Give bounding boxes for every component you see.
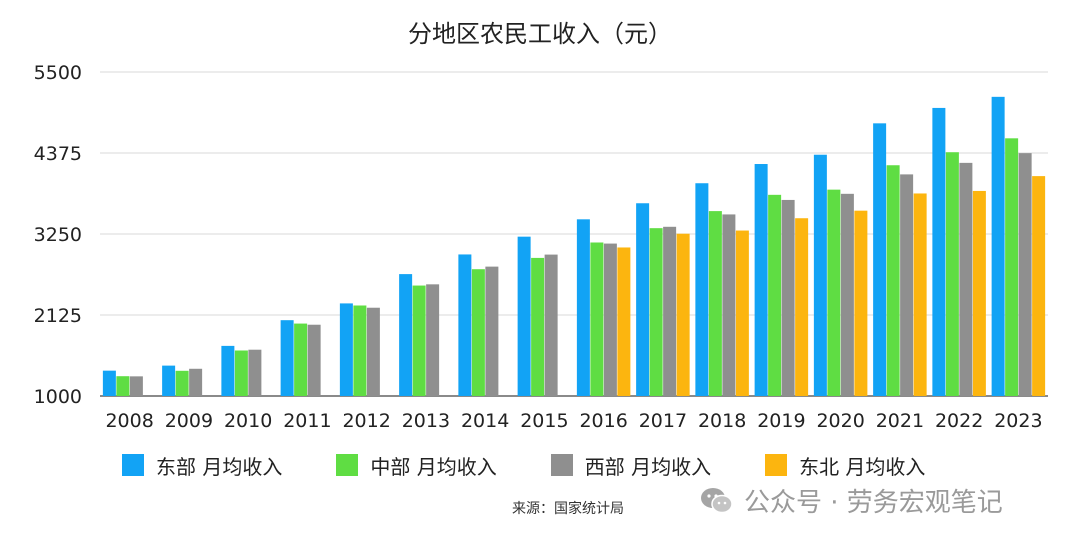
bar <box>412 285 426 396</box>
legend-swatch-west <box>550 454 573 476</box>
y-tick-label: 4375 <box>34 143 82 165</box>
bars <box>102 96 1046 396</box>
bar <box>280 320 294 396</box>
bar <box>886 165 900 396</box>
legend-swatch-east <box>122 454 144 476</box>
bar <box>617 247 631 396</box>
bar <box>913 193 927 396</box>
y-axis-ticks: 1000 2125 3250 4375 5500 <box>34 62 82 408</box>
bar <box>339 303 353 396</box>
bar <box>840 193 854 396</box>
bar <box>636 203 650 396</box>
y-tick-label: 2125 <box>34 305 82 327</box>
bar <box>116 376 130 396</box>
chart-title: 分地区农民工收入（元） <box>408 20 672 48</box>
bar <box>795 218 809 396</box>
bar <box>959 162 973 396</box>
x-tick-label: 2011 <box>283 410 331 432</box>
legend-label-northeast: 东北 月均收入 <box>799 454 926 479</box>
bar <box>945 152 959 396</box>
bar <box>531 257 545 396</box>
bar <box>221 345 235 396</box>
bar <box>754 164 768 396</box>
bar <box>781 199 795 396</box>
y-tick-label: 3250 <box>34 224 82 246</box>
x-tick-label: 2009 <box>165 410 213 432</box>
bar <box>175 370 189 396</box>
legend-item-northeast: 东北 月均收入 <box>765 451 925 480</box>
legend-swatch-northeast <box>765 454 788 476</box>
bar <box>162 365 176 396</box>
legend-label-central: 中部 月均收入 <box>370 454 497 479</box>
bar <box>695 183 709 396</box>
wechat-icon <box>701 487 733 513</box>
legend-label-east: 东部 月均收入 <box>156 454 283 479</box>
y-tick-label: 5500 <box>34 62 82 84</box>
watermark-text: 公众号 · 劳务宏观笔记 <box>744 488 1003 518</box>
bar <box>813 154 827 396</box>
bar <box>708 211 722 396</box>
bar <box>485 266 499 396</box>
bar <box>649 228 663 396</box>
bar <box>129 376 143 396</box>
x-tick-label: 2020 <box>816 410 864 432</box>
legend-swatch-central <box>336 454 359 476</box>
bar <box>972 190 986 396</box>
x-tick-label: 2013 <box>402 410 450 432</box>
x-tick-label: 2022 <box>935 410 983 432</box>
bar <box>1005 138 1019 396</box>
bar <box>366 307 380 396</box>
bar <box>426 284 440 396</box>
bar <box>676 233 690 396</box>
bar <box>576 219 590 396</box>
bar <box>854 210 868 396</box>
bar <box>353 305 367 396</box>
bar <box>827 189 841 396</box>
legend: 东部 月均收入 中部 月均收入 西部 月均收入 东北 月均收入 <box>122 450 979 480</box>
bar <box>399 274 413 396</box>
watermark: 公众号 · 劳务宏观笔记 <box>700 482 1003 519</box>
x-tick-label: 2019 <box>757 410 805 432</box>
bar <box>294 323 308 396</box>
x-tick-label: 2018 <box>698 410 746 432</box>
bar <box>603 243 617 396</box>
x-tick-label: 2016 <box>579 410 627 432</box>
bar <box>873 123 887 396</box>
legend-label-west: 西部 月均收入 <box>584 454 712 479</box>
x-tick-label: 2008 <box>105 410 153 432</box>
bar <box>458 254 472 396</box>
bar <box>735 230 749 396</box>
x-tick-label: 2021 <box>876 410 924 432</box>
bar <box>590 242 604 396</box>
bar <box>1032 176 1046 396</box>
bar <box>663 226 677 396</box>
legend-item-east: 东部 月均收入 <box>122 451 282 480</box>
bar <box>722 214 736 396</box>
bar <box>189 368 203 396</box>
x-tick-label: 2015 <box>520 410 568 432</box>
x-tick-label: 2023 <box>994 410 1042 432</box>
x-tick-label: 2014 <box>461 410 509 432</box>
legend-item-west: 西部 月均收入 <box>550 451 712 480</box>
bar <box>102 370 116 396</box>
legend-item-central: 中部 月均收入 <box>336 451 497 480</box>
bar <box>932 107 946 396</box>
bar <box>768 194 782 396</box>
source-note: 来源：国家统计局 <box>512 501 624 517</box>
bar <box>1018 153 1032 396</box>
bar <box>900 174 914 396</box>
x-tick-label: 2010 <box>224 410 272 432</box>
bar <box>234 350 248 396</box>
bar <box>544 254 558 396</box>
bar <box>991 96 1005 396</box>
x-tick-label: 2012 <box>342 410 390 432</box>
bar <box>307 324 321 396</box>
x-axis-ticks: 2008 2009 2010 2011 2012 2013 2014 2015 2016 2017… <box>105 410 1042 432</box>
x-tick-label: 2017 <box>639 410 687 432</box>
bar <box>517 236 531 396</box>
bar <box>248 349 262 396</box>
y-tick-label: 1000 <box>34 386 82 408</box>
bar <box>471 269 485 396</box>
